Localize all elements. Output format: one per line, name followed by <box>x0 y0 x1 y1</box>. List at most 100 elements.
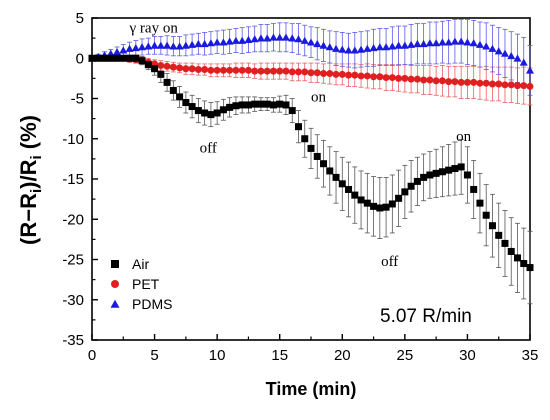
data-point-pet <box>370 73 378 81</box>
data-point-pet <box>413 75 421 83</box>
data-point-pdms <box>288 34 297 42</box>
data-point-air <box>482 211 490 219</box>
data-point-pet <box>357 72 365 80</box>
data-point-pet <box>382 74 390 82</box>
data-point-pdms <box>119 46 128 54</box>
x-tick-label: 20 <box>334 347 351 364</box>
data-point-pdms <box>488 44 497 52</box>
tick-labels: 0 5 10 15 20 25 30 35 5 0 -5 -10 -15 -20 -25 -30 -35 <box>62 10 538 364</box>
data-point-pet <box>401 74 409 82</box>
data-point-air <box>163 78 171 86</box>
data-point-pet <box>176 64 184 72</box>
data-point-pet <box>445 78 453 86</box>
data-point-pdms <box>188 40 197 48</box>
data-point-pdms <box>175 42 184 50</box>
data-point-pet <box>438 77 446 85</box>
data-point-pet <box>169 63 177 71</box>
data-point-pdms <box>500 49 509 57</box>
data-point-pdms <box>332 44 341 52</box>
data-point-pdms <box>482 42 491 50</box>
x-tick-label: 15 <box>271 347 288 364</box>
data-point-pdms <box>244 35 253 44</box>
data-point-air <box>282 101 290 109</box>
data-point-pdms <box>444 38 453 46</box>
data-point-air <box>526 264 534 272</box>
data-point-air <box>113 54 121 62</box>
data-point-pet <box>182 65 190 73</box>
data-point-pet <box>207 66 215 74</box>
data-point-pdms <box>138 43 147 51</box>
data-point-pdms <box>400 41 409 49</box>
y-tick-label: -15 <box>62 171 84 188</box>
data-point-pet <box>301 68 309 76</box>
data-point-air <box>520 260 528 268</box>
data-point-pdms <box>125 44 134 52</box>
data-point-pdms <box>382 43 391 51</box>
data-point-air <box>276 100 284 108</box>
annotation-label: off <box>200 140 217 156</box>
data-point-air <box>357 196 365 204</box>
data-point-air <box>126 54 134 62</box>
data-point-air <box>426 171 434 179</box>
data-point-air <box>138 57 146 65</box>
data-point-pet <box>451 78 459 86</box>
data-point-pet <box>332 70 340 78</box>
data-point-air <box>307 144 315 152</box>
y-tick-label: 0 <box>76 50 84 67</box>
data-point-air <box>351 191 359 199</box>
data-point-pet <box>470 78 478 86</box>
data-point-pdms <box>238 36 247 44</box>
data-point-pdms <box>432 39 441 47</box>
annotation-label: off <box>381 254 398 270</box>
data-point-air <box>495 231 503 239</box>
data-point-pet <box>244 66 252 74</box>
data-point-pdms <box>250 35 259 43</box>
data-point-pdms <box>200 39 209 48</box>
data-point-pet <box>263 67 271 75</box>
data-point-pet <box>326 70 334 78</box>
data-point-pdms <box>388 42 397 50</box>
data-point-air <box>376 204 384 212</box>
data-point-pdms <box>425 39 434 47</box>
data-point-pdms <box>281 33 290 41</box>
data-point-pet <box>251 67 259 75</box>
data-point-pet <box>219 66 227 74</box>
annotation-label: on <box>311 90 327 106</box>
data-point-air <box>201 109 209 117</box>
data-point-pdms <box>181 41 190 49</box>
data-point-pdms <box>113 47 122 56</box>
data-point-air <box>294 123 302 131</box>
legend-label: PDMS <box>132 296 172 312</box>
data-point-air <box>232 102 240 110</box>
data-point-pet <box>351 71 359 79</box>
data-point-pet <box>213 66 221 74</box>
y-axis-title-part: (R−R <box>16 193 41 245</box>
y-axis-title-part: )/R <box>16 159 41 188</box>
data-point-air <box>413 177 421 185</box>
x-tick-label: 5 <box>150 347 158 364</box>
y-tick-label: -30 <box>62 292 84 309</box>
data-point-pet <box>232 66 240 74</box>
y-tick-label: -5 <box>71 91 84 108</box>
y-axis-title-part: (%) <box>16 115 41 155</box>
data-point-pet <box>526 82 534 90</box>
data-point-air <box>182 99 190 107</box>
data-point-pdms <box>394 41 403 49</box>
data-point-pdms <box>231 36 240 44</box>
x-axis-title: Time (min) <box>266 379 357 399</box>
data-point-air <box>395 194 403 202</box>
data-point-pdms <box>169 42 178 50</box>
data-point-pet <box>201 66 209 74</box>
data-point-air <box>288 107 296 115</box>
legend-marker-pet <box>111 280 119 288</box>
data-point-air <box>207 111 215 119</box>
data-point-air <box>326 167 334 175</box>
data-point-air <box>257 100 265 108</box>
data-point-air <box>301 135 309 143</box>
data-point-air <box>388 200 396 208</box>
data-point-pet <box>320 70 328 78</box>
data-point-pdms <box>350 46 359 54</box>
data-point-pdms <box>469 39 478 47</box>
data-point-pet <box>463 78 471 86</box>
